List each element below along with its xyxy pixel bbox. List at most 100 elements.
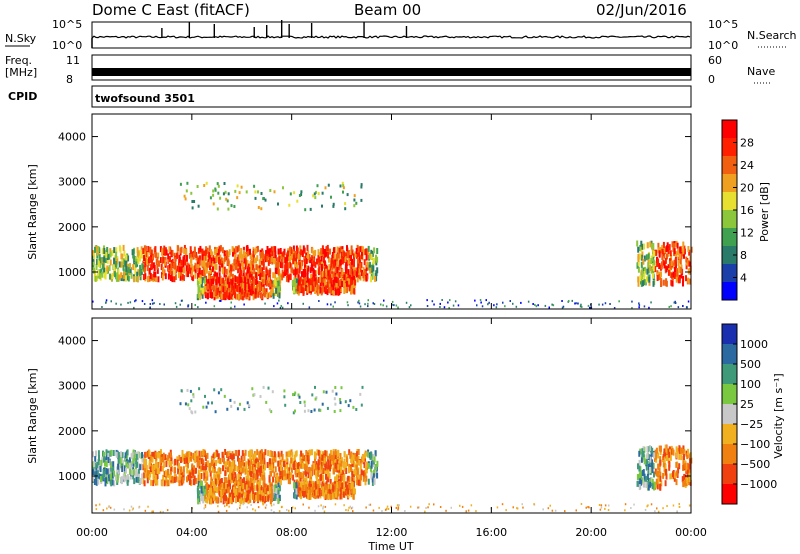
echo-cell: [234, 189, 237, 193]
echo-cell: [163, 471, 166, 478]
echo-cell: [656, 507, 658, 510]
echo-cell: [322, 490, 325, 496]
echo-cell: [245, 293, 248, 300]
echo-cell: [258, 451, 261, 458]
echo-cell: [282, 251, 285, 258]
echo-cell: [652, 250, 655, 257]
echo-cell: [350, 262, 353, 269]
echo-cell: [337, 449, 340, 456]
echo-cell: [245, 254, 248, 261]
velocity-colorbar-label: Velocity [m s⁻¹]: [772, 373, 785, 458]
echo-cell: [340, 286, 343, 293]
echo-cell: [173, 476, 176, 483]
echo-cell: [302, 245, 305, 252]
echo-cell: [651, 478, 654, 485]
echo-cell: [236, 488, 239, 495]
echo-cell: [314, 261, 317, 268]
echo-cell: [250, 465, 253, 472]
echo-cell: [252, 508, 254, 511]
echo-cell: [205, 278, 208, 285]
echo-cell: [163, 480, 166, 487]
echo-cell: [231, 485, 234, 492]
echo-cell: [181, 456, 183, 463]
echo-cell: [339, 247, 342, 254]
echo-cell: [278, 281, 281, 288]
echo-cell: [391, 303, 393, 306]
echo-cell: [675, 446, 678, 453]
echo-cell: [250, 504, 252, 506]
echo-cell: [310, 274, 313, 281]
echo-cell: [227, 498, 230, 505]
echo-cell: [273, 190, 276, 194]
echo-cell: [132, 469, 135, 475]
echo-cell: [314, 277, 317, 284]
echo-cell: [343, 274, 346, 281]
echo-cell: [201, 248, 204, 255]
colorbar-cell: [722, 444, 737, 465]
echo-cell: [185, 248, 188, 255]
echo-cell: [286, 473, 289, 480]
echo-cell: [187, 403, 190, 407]
echo-cell: [326, 467, 328, 474]
echo-cell: [328, 287, 331, 294]
echo-cell: [215, 247, 218, 253]
echo-cell: [339, 475, 342, 482]
echo-cell: [238, 463, 241, 470]
echo-cell: [212, 255, 215, 262]
echo-cell: [254, 190, 257, 194]
echo-cell: [297, 274, 300, 281]
echo-cell: [103, 248, 106, 254]
echo-cell: [235, 259, 238, 266]
echo-cell: [198, 455, 201, 462]
echo-cell: [108, 265, 111, 272]
echo-cell: [350, 245, 353, 252]
echo-cell: [290, 263, 293, 270]
echo-cell: [346, 272, 349, 279]
echo-cell: [329, 274, 332, 281]
echo-cell: [223, 494, 225, 501]
x-axis-label: Time UT: [367, 540, 413, 553]
echo-cell: [674, 257, 677, 263]
echo-cell: [161, 465, 164, 472]
echo-cell: [281, 454, 284, 460]
echo-cell: [129, 468, 132, 475]
echo-cell: [291, 451, 294, 458]
echo-cell: [678, 463, 681, 470]
echo-cell: [225, 509, 228, 512]
echo-cell: [278, 485, 281, 492]
echo-cell: [671, 447, 674, 454]
echo-cell: [302, 503, 304, 506]
echo-cell: [273, 282, 276, 289]
echo-cell: [279, 469, 282, 476]
echo-cell: [647, 258, 650, 264]
echo-cell: [213, 474, 216, 481]
echo-cell: [688, 504, 691, 507]
echo-cell: [341, 277, 344, 284]
echo-cell: [267, 386, 270, 390]
echo-cell: [360, 474, 362, 481]
echo-cell: [127, 275, 130, 282]
echo-cell: [314, 385, 316, 389]
echo-cell: [197, 306, 199, 309]
echo-cell: [253, 467, 256, 474]
echo-cell: [304, 464, 307, 470]
echo-cell: [261, 267, 264, 274]
echo-cell: [151, 510, 153, 513]
echo-cell: [220, 293, 223, 300]
colorbar-cell: [722, 424, 737, 445]
echo-cell: [149, 246, 152, 253]
x-axis-ticks: 00:00 04:00 08:00 12:00 16:00 20:00 00:00: [76, 114, 707, 539]
echo-cell: [404, 510, 406, 512]
echo-cell: [650, 258, 653, 264]
echo-cell: [277, 451, 280, 458]
echo-cell: [319, 466, 322, 473]
echo-cell: [264, 273, 267, 280]
echo-cell: [677, 447, 679, 454]
echo-cell: [256, 291, 259, 298]
echo-cell: [352, 265, 355, 272]
echo-cell: [315, 475, 318, 481]
echo-cell: [200, 270, 203, 277]
echo-cell: [255, 494, 258, 501]
echo-cell: [291, 506, 294, 509]
